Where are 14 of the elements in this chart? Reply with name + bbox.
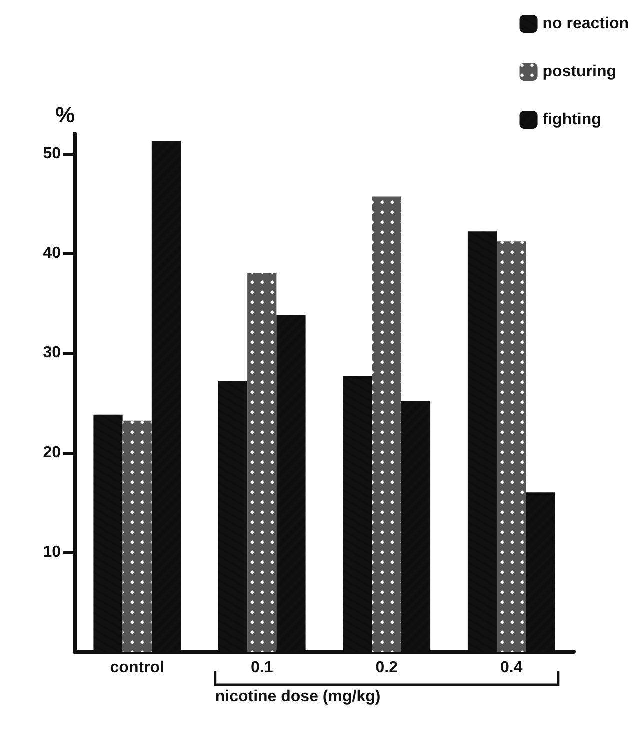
legend-label: fighting [542, 112, 602, 128]
y-tick-label: 50 [43, 145, 62, 162]
y-tick-label: 40 [43, 245, 62, 262]
legend-label: posturing [542, 64, 617, 80]
y-axis-title: % [55, 102, 75, 128]
x-axis-title: nicotine dose (mg/kg) [215, 688, 381, 706]
y-tick-label: 10 [43, 544, 62, 561]
y-tick-label: 20 [43, 444, 62, 462]
legend-label: no reaction [542, 16, 629, 32]
x-tick-label: 0.2 [376, 660, 398, 676]
x-tick-label: control [110, 660, 164, 676]
x-tick-label: 0.1 [251, 660, 274, 676]
x-tick-label: 0.4 [500, 660, 523, 676]
y-tick-label: 30 [43, 344, 62, 362]
